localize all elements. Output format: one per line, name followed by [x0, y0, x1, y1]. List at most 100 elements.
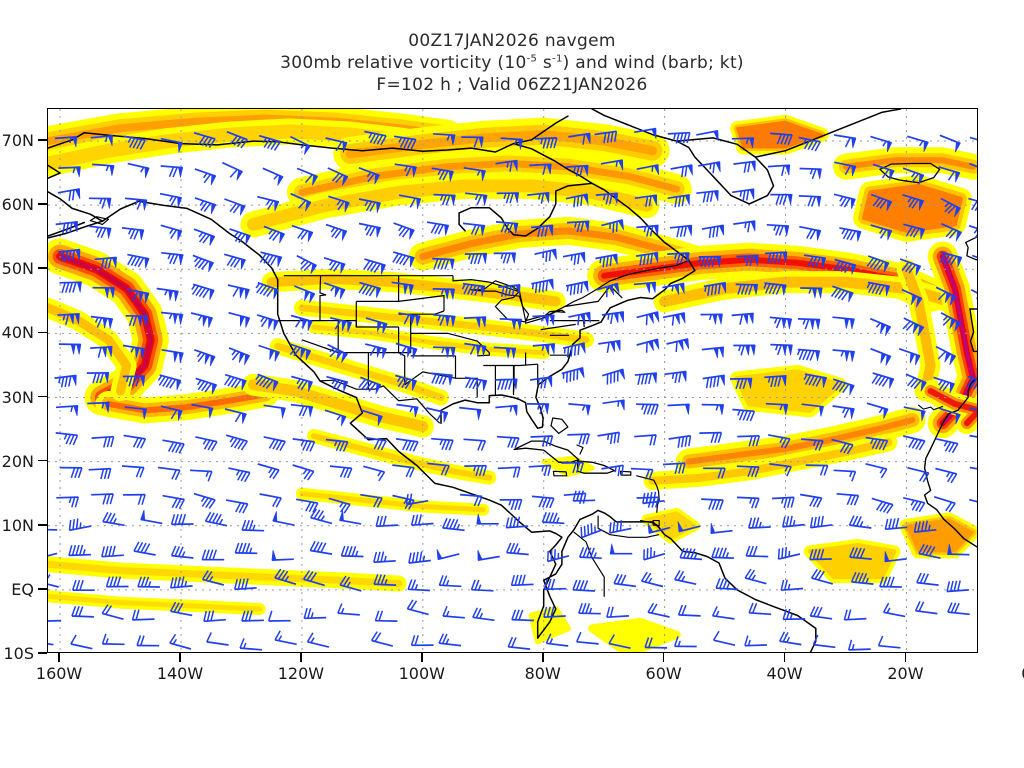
wind-barb [772, 496, 795, 509]
wind-barb [698, 161, 721, 174]
wind-barb [493, 252, 517, 264]
wind-barb [497, 466, 521, 478]
vorticity-band [48, 560, 403, 587]
wind-barb [511, 609, 534, 622]
wind-barb [884, 551, 907, 563]
wind-barb [410, 514, 434, 527]
wind-barb [940, 197, 961, 217]
wind-barb [702, 374, 725, 389]
wind-barb [899, 258, 922, 276]
wind-barb [636, 311, 660, 326]
wind-barb [898, 347, 921, 366]
wind-barb [408, 551, 431, 564]
wind-barb [394, 163, 417, 178]
wind-barb [259, 493, 282, 508]
wind-barb [56, 496, 80, 508]
wind-barb [903, 496, 926, 513]
y-axis-tick [38, 652, 47, 654]
vorticity-blob [807, 543, 897, 580]
wind-barb [608, 634, 631, 650]
wind-barb [833, 258, 857, 275]
wind-barb [940, 312, 962, 332]
wind-barb [970, 288, 977, 300]
wind-barb [432, 288, 455, 300]
wind-barb [869, 317, 892, 336]
wind-barb [123, 493, 146, 505]
wind-barb [601, 464, 624, 477]
wind-barb [159, 192, 183, 208]
wind-barb [364, 130, 387, 146]
wind-barb [613, 573, 637, 588]
wind-barb [192, 254, 214, 273]
wind-barb [257, 463, 280, 480]
wind-barb [510, 574, 534, 587]
wind-barb [647, 602, 670, 618]
wind-barb [59, 466, 83, 479]
title-line-valid: F=102 h ; Valid 06Z21JAN2026 [376, 75, 648, 95]
wind-barb [865, 436, 889, 451]
wind-barb [902, 167, 925, 185]
wind-barb [495, 159, 518, 172]
wind-barb [406, 599, 429, 616]
wind-barb [365, 343, 387, 359]
wind-barb [201, 570, 225, 586]
wind-barb [763, 282, 787, 296]
vorticity-band [648, 438, 893, 485]
wind-barb [643, 547, 666, 561]
wind-barb [543, 606, 566, 619]
wind-barb [636, 224, 659, 237]
wind-barb [866, 402, 889, 419]
wind-barb [438, 633, 462, 647]
wind-barb [735, 283, 759, 295]
wind-barb [600, 159, 624, 171]
wind-barb [410, 635, 434, 647]
wind-barb [745, 545, 769, 558]
wind-barb [669, 224, 693, 238]
wind-barb [939, 134, 961, 153]
y-axis-tick [38, 331, 47, 334]
coastline [969, 308, 977, 353]
wind-barb [226, 131, 248, 149]
wind-barb [228, 347, 250, 365]
wind-barb [715, 578, 739, 591]
wind-barb [464, 464, 488, 477]
y-axis-label-60n: 60N [1, 195, 34, 215]
wind-barb [395, 342, 418, 359]
y-axis-tick [38, 203, 47, 205]
wind-barb [442, 517, 465, 532]
wind-barb [123, 434, 147, 449]
wind-barb [796, 348, 821, 362]
wind-barb [227, 284, 250, 300]
wind-barb [677, 604, 701, 617]
wind-barb [636, 164, 660, 176]
vorticity-band [685, 417, 916, 465]
wind-barb [91, 493, 114, 505]
wind-barb [223, 253, 246, 270]
wind-barb [580, 523, 603, 539]
wind-barb [225, 499, 249, 514]
wind-barb [363, 465, 386, 482]
wind-barb [529, 163, 552, 175]
x-axis-label-120w: 120W [277, 664, 325, 683]
wind-barb [325, 438, 349, 452]
wind-barb [432, 257, 455, 270]
wind-barb [594, 130, 618, 144]
wind-barb [169, 633, 192, 650]
wind-barb [782, 608, 806, 621]
wind-barb [160, 224, 183, 241]
wind-barb [770, 193, 793, 205]
wind-barb [463, 438, 487, 451]
wind-barb [87, 401, 110, 413]
wind-barb [358, 281, 382, 298]
wind-barb [293, 285, 316, 304]
wind-barb [801, 438, 824, 451]
wind-barb [576, 631, 599, 645]
wind-barb [86, 371, 110, 384]
wind-barb [847, 639, 871, 651]
political-border [319, 275, 327, 321]
wind-barb [506, 542, 529, 556]
wind-barb [968, 224, 977, 239]
wind-barb [325, 223, 348, 241]
wind-barb [968, 197, 977, 212]
wind-barb [224, 408, 247, 424]
